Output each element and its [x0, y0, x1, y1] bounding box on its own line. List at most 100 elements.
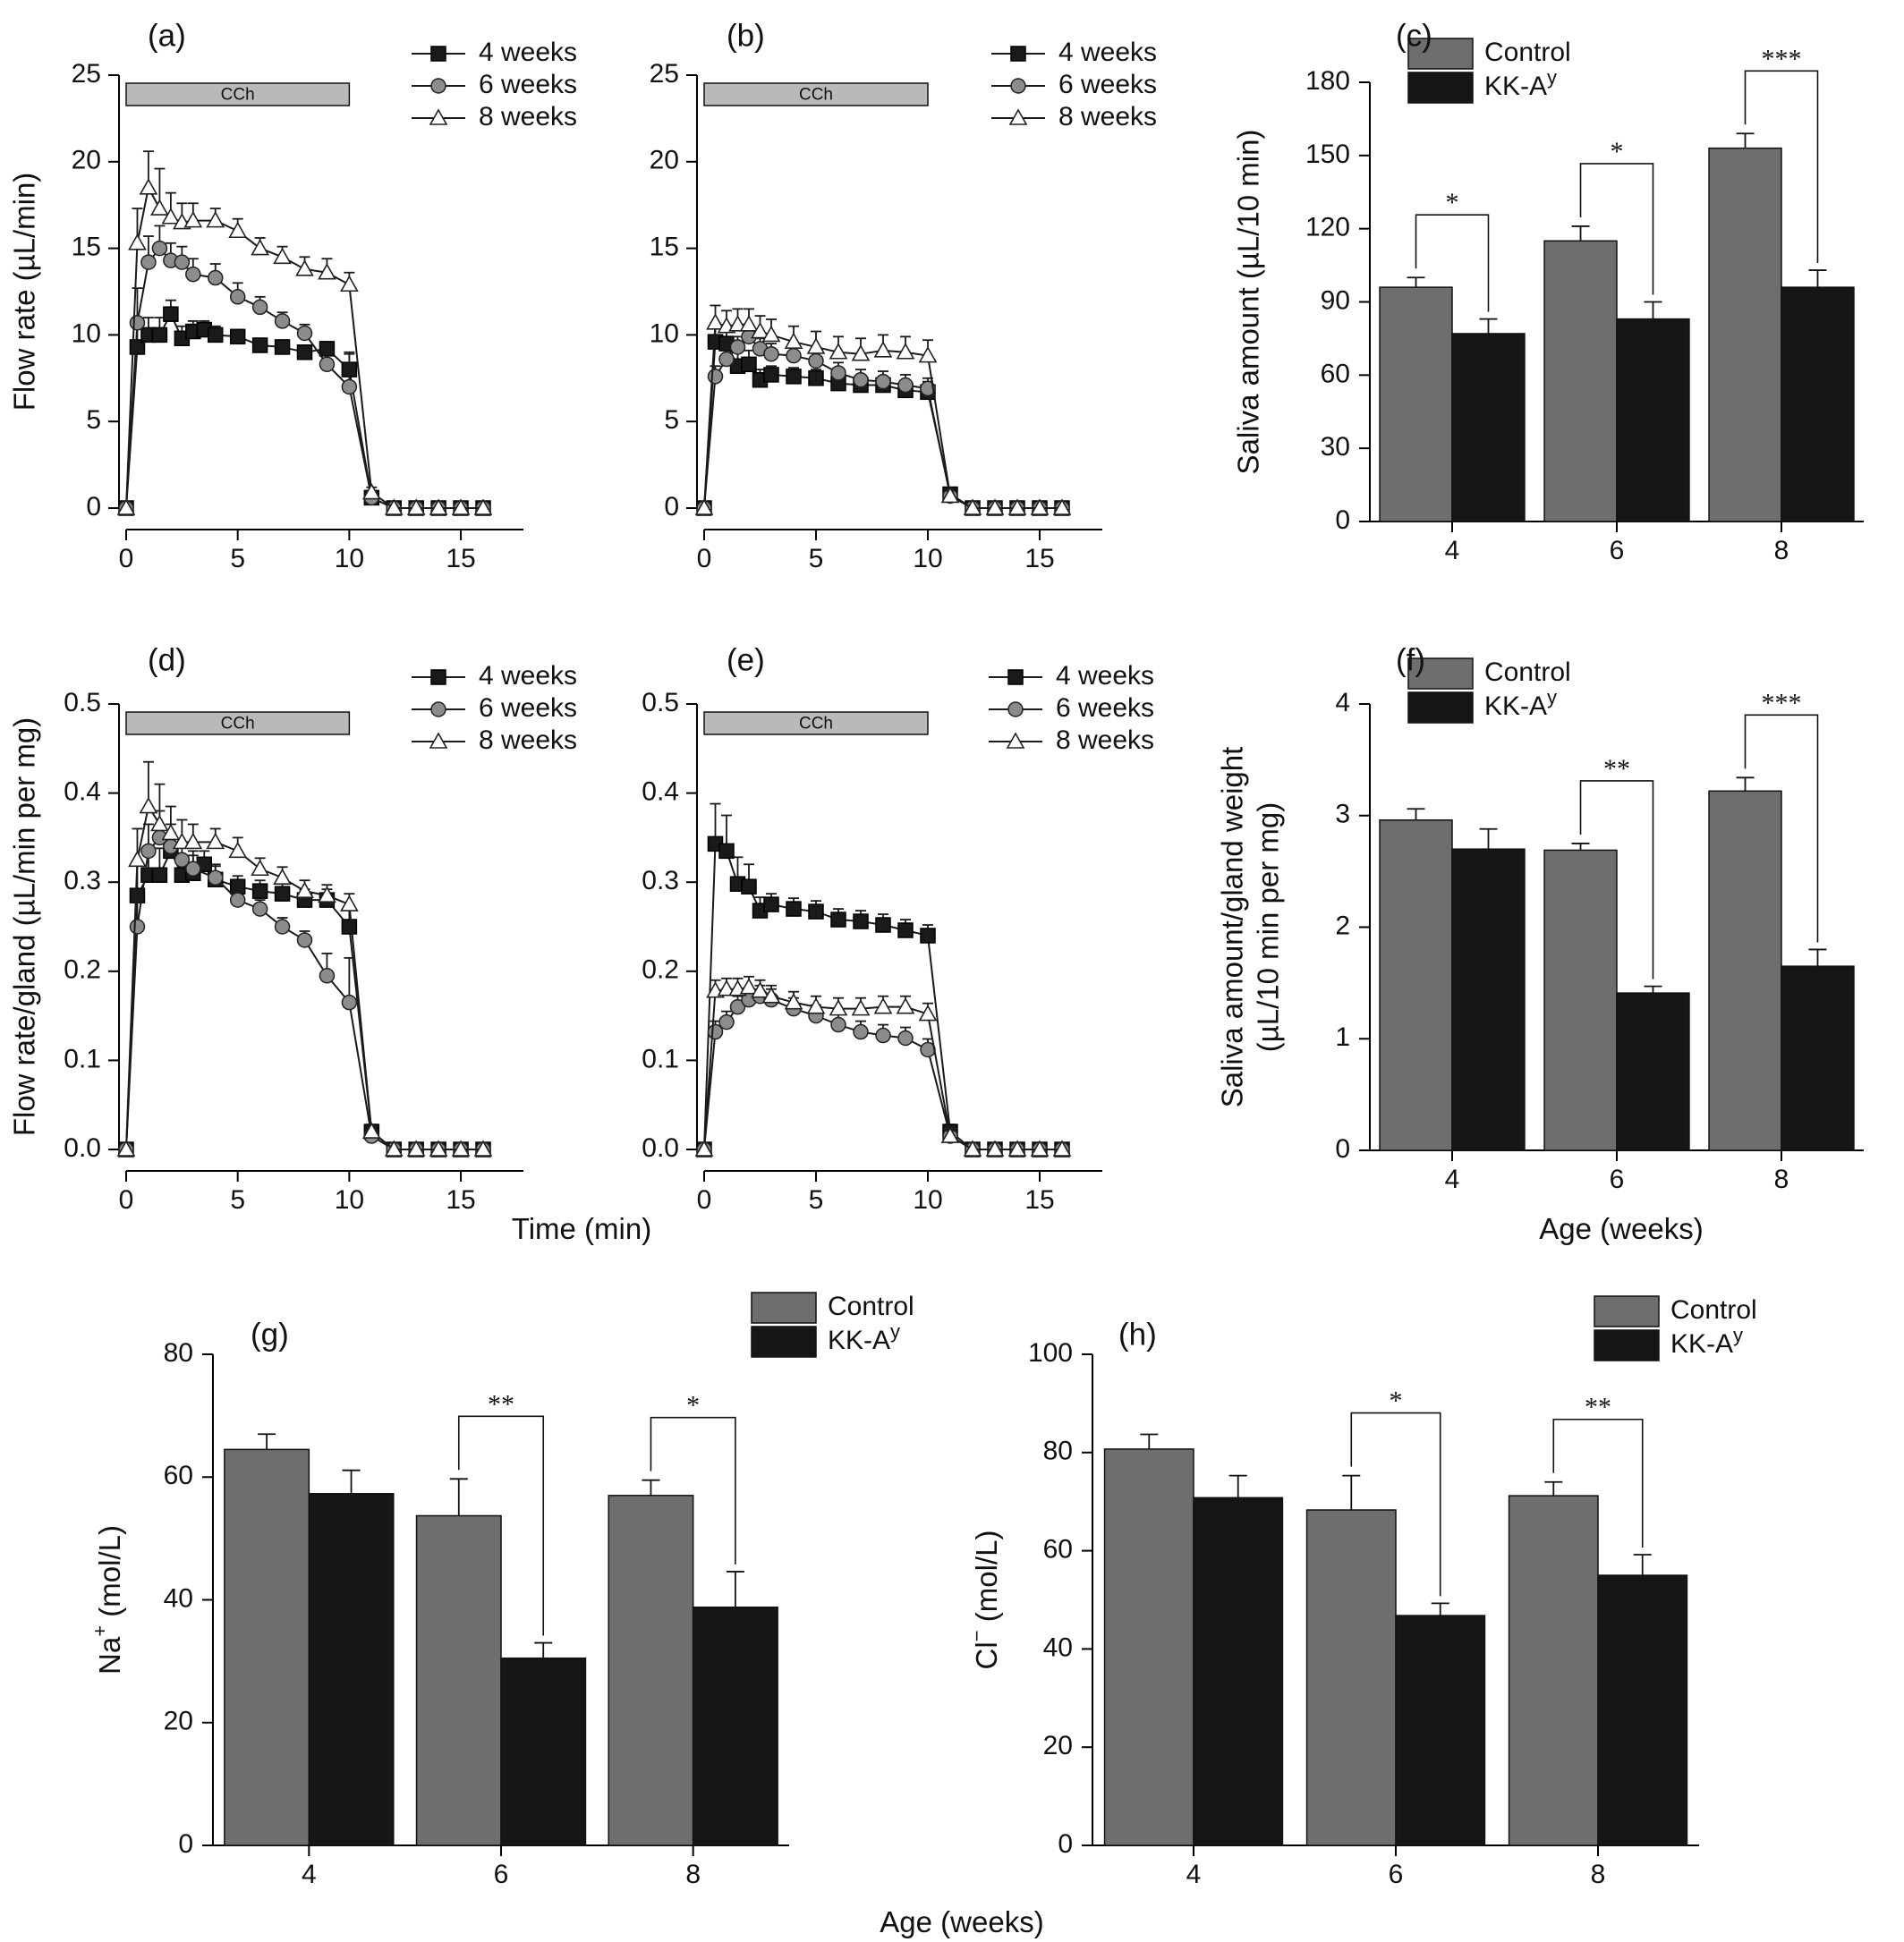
data-point — [251, 859, 269, 877]
data-point — [1052, 498, 1072, 515]
legend-marker — [1007, 701, 1024, 717]
data-point — [129, 315, 146, 331]
significance-stars: * — [1390, 1387, 1403, 1416]
legend-label-kkay-sup: y — [1547, 66, 1557, 89]
data-point — [140, 843, 157, 860]
series-line — [703, 335, 1062, 509]
legend-label-kkay-sup: y — [1733, 1324, 1743, 1346]
legend-label: 8 weeks — [479, 725, 577, 755]
cch-label: CCh — [221, 715, 255, 734]
significance-stars: ** — [1585, 1393, 1611, 1422]
data-point — [384, 1140, 404, 1157]
legend-label-kkay: KK-Ay — [828, 1320, 900, 1355]
x-tick-label: 10 — [335, 1185, 364, 1215]
bar — [1781, 965, 1855, 1151]
legend-marker — [430, 46, 446, 62]
y-tick-label: 3 — [1335, 800, 1350, 829]
x-tick-label: 4 — [1445, 536, 1460, 565]
data-point — [183, 832, 203, 850]
bar — [415, 1514, 502, 1846]
significance-stars: ** — [488, 1389, 514, 1419]
y-tick-label: 40 — [164, 1583, 193, 1613]
data-point — [718, 351, 735, 368]
data-point — [361, 482, 381, 500]
y-axis-title: Na+ (mol/L) — [89, 1525, 126, 1675]
data-point — [406, 498, 426, 515]
y-tick-label: 100 — [1028, 1338, 1073, 1368]
legend-label: 6 weeks — [1056, 693, 1154, 723]
data-point — [706, 313, 725, 330]
data-point — [718, 1013, 735, 1030]
data-point — [151, 240, 168, 257]
significance-bracket — [457, 1415, 545, 1636]
bar — [1708, 147, 1782, 522]
bar — [1616, 992, 1690, 1151]
bar — [1543, 240, 1618, 522]
data-point — [340, 895, 359, 912]
x-tick-label: 6 — [494, 1860, 509, 1889]
data-point — [851, 999, 871, 1016]
data-point — [251, 883, 268, 899]
bar — [1379, 286, 1453, 522]
y-axis-title-sup: − — [965, 1630, 988, 1641]
data-point — [161, 208, 181, 225]
data-point — [853, 1023, 869, 1040]
legend-swatch-control — [1594, 1295, 1660, 1327]
data-point — [806, 337, 826, 354]
legend-label: 8 weeks — [1056, 725, 1154, 755]
data-point — [274, 886, 291, 902]
legend-label: 8 weeks — [479, 102, 577, 131]
data-point — [163, 306, 179, 322]
y-axis-title: Cl− (mol/L) — [965, 1531, 1003, 1670]
data-point — [274, 313, 291, 329]
y-tick-label: 0 — [1335, 1134, 1350, 1164]
data-point — [208, 326, 224, 343]
legend-label-kkay-main: KK-A — [1670, 1329, 1733, 1359]
series-4-weeks — [696, 802, 1070, 1158]
data-point — [295, 259, 314, 276]
y-tick-label: 1 — [1335, 1022, 1350, 1052]
data-point — [128, 850, 147, 868]
data-point — [319, 968, 336, 984]
data-point — [763, 345, 779, 362]
data-point — [174, 254, 191, 270]
data-point — [384, 498, 404, 515]
data-point — [1030, 498, 1050, 515]
data-point — [151, 867, 168, 883]
data-point — [786, 347, 802, 364]
data-point — [473, 1140, 493, 1157]
y-tick-label: 0.0 — [64, 1133, 101, 1163]
data-point — [718, 843, 735, 860]
data-point — [694, 1140, 714, 1157]
legend-marker — [1010, 46, 1026, 62]
x-tick-label: 10 — [335, 544, 364, 573]
y-axis-title: Flow rate (µL/min) — [8, 173, 41, 411]
y-tick-label: 0.5 — [642, 688, 679, 717]
series-control — [224, 1433, 694, 1846]
x-tick-label: 5 — [809, 1185, 824, 1215]
x-tick-label: 0 — [119, 544, 134, 573]
series-kkay — [1451, 269, 1855, 522]
data-point — [741, 356, 757, 373]
significance-stars: * — [1611, 137, 1624, 166]
x-tick-label: 0 — [119, 1185, 134, 1215]
data-point — [319, 356, 336, 373]
legend-label-kkay-main: KK-A — [828, 1326, 890, 1355]
y-tick-label: 0.3 — [642, 866, 679, 895]
x-tick-label: 8 — [1774, 1165, 1789, 1194]
data-point — [341, 994, 358, 1011]
x-tick-label: 8 — [685, 1860, 701, 1889]
y-tick-label: 90 — [1321, 285, 1350, 315]
y-tick-label: 40 — [1043, 1632, 1073, 1662]
y-tick-label: 15 — [650, 233, 679, 262]
y-tick-label: 60 — [164, 1461, 193, 1490]
significance-stars: *** — [1762, 688, 1802, 717]
data-point — [150, 814, 169, 832]
bar — [500, 1657, 587, 1846]
data-point — [172, 832, 191, 850]
data-point — [229, 289, 246, 305]
y-axis-title-sup: + — [89, 1625, 111, 1637]
data-point — [896, 343, 915, 360]
data-point — [229, 892, 246, 908]
